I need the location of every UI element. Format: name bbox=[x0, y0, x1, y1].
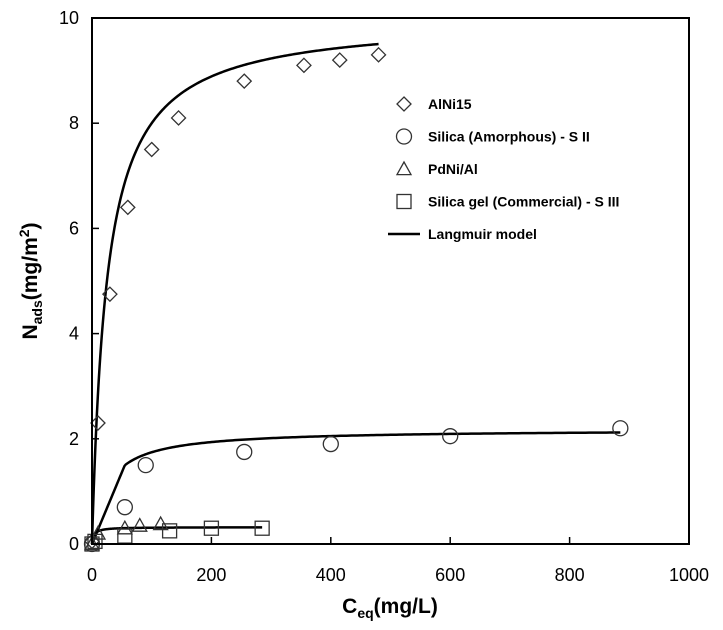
langmuir-curve bbox=[90, 526, 263, 545]
x-tick-label: 200 bbox=[196, 565, 226, 585]
circle-marker bbox=[322, 435, 339, 453]
circle-marker bbox=[116, 499, 133, 516]
x-tick-label: 600 bbox=[435, 565, 465, 585]
diamond-marker bbox=[370, 46, 387, 63]
circle-marker bbox=[612, 420, 629, 437]
langmuir-model-curves bbox=[90, 42, 621, 545]
legend-label: Silica (Amorphous) - S II bbox=[428, 129, 590, 145]
triangle-marker bbox=[395, 160, 413, 176]
legend-label: Silica gel (Commercial) - S III bbox=[428, 194, 619, 210]
triangle-marker bbox=[131, 517, 148, 532]
circle-marker bbox=[137, 456, 154, 474]
y-tick-label: 8 bbox=[69, 113, 79, 133]
legend-label: Langmuir model bbox=[428, 226, 537, 242]
x-tick-label: 1000 bbox=[669, 565, 709, 585]
y-tick-label: 10 bbox=[59, 8, 79, 28]
diamond-marker bbox=[396, 96, 412, 112]
legend-label: AlNi15 bbox=[428, 96, 472, 112]
x-tick-label: 400 bbox=[316, 565, 346, 585]
square-marker bbox=[87, 533, 103, 550]
circle-marker bbox=[236, 443, 253, 461]
y-axis-ticks: 0 2 4 6 8 10 bbox=[59, 8, 99, 554]
triangle-marker bbox=[116, 519, 133, 535]
diamond-marker bbox=[296, 57, 312, 74]
square-marker bbox=[203, 520, 220, 536]
y-tick-label: 0 bbox=[69, 534, 79, 554]
x-axis-title: Ceq(mg/L) bbox=[342, 595, 438, 621]
diamond-marker bbox=[236, 73, 253, 90]
data-points bbox=[83, 46, 629, 553]
y-tick-label: 2 bbox=[69, 429, 79, 449]
diamond-marker bbox=[101, 286, 118, 303]
y-tick-label: 4 bbox=[69, 324, 79, 344]
plot-area-frame bbox=[91, 17, 690, 545]
square-marker bbox=[254, 520, 270, 536]
diamond-marker bbox=[143, 141, 160, 158]
x-tick-label: 0 bbox=[87, 565, 97, 585]
square-marker bbox=[161, 523, 178, 539]
legend: AlNi15 Silica (Amorphous) - S II PdNi/Al Si… bbox=[388, 96, 619, 242]
langmuir-curve bbox=[90, 42, 379, 545]
langmuir-curve bbox=[90, 431, 621, 545]
square-marker bbox=[396, 193, 412, 210]
triangle-marker bbox=[89, 525, 107, 540]
x-axis-ticks: 0 200 400 600 800 1000 bbox=[87, 537, 709, 585]
diamond-marker bbox=[170, 110, 187, 126]
circle-marker bbox=[395, 128, 413, 145]
y-tick-label: 6 bbox=[69, 218, 79, 238]
legend-label: PdNi/Al bbox=[428, 161, 478, 177]
circle-marker bbox=[442, 428, 459, 445]
diamond-marker bbox=[331, 52, 348, 68]
diamond-marker bbox=[119, 199, 136, 216]
x-tick-label: 800 bbox=[555, 565, 585, 585]
y-axis-title: Nads(mg/m2) bbox=[16, 222, 45, 339]
diamond-marker bbox=[90, 415, 106, 431]
